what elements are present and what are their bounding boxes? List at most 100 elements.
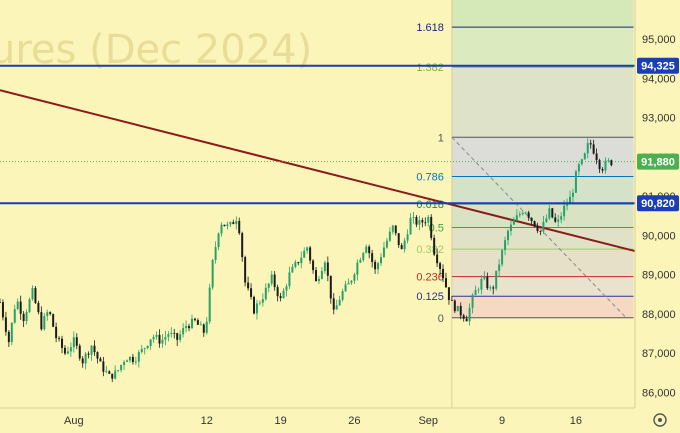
candle-body-71 — [208, 287, 211, 322]
candle-body-187 — [551, 208, 554, 218]
candle-body-139 — [409, 217, 412, 235]
candle-body-175 — [515, 215, 518, 221]
candle-body-124 — [365, 246, 368, 253]
candle-body-115 — [338, 299, 341, 306]
candle-body-107 — [315, 270, 318, 282]
candle-body-158 — [465, 318, 468, 322]
fib-zone-6 — [451, 137, 634, 177]
horizontal-levels[interactable] — [0, 64, 635, 205]
candle-body-36 — [105, 371, 108, 373]
candle-body-69 — [202, 324, 205, 333]
candle-body-108 — [317, 278, 320, 282]
candle-body-0 — [0, 302, 1, 303]
candle-body-95 — [279, 296, 282, 299]
candle-body-21 — [61, 338, 64, 348]
candle-body-157 — [462, 315, 465, 319]
candle-body-165 — [486, 276, 489, 289]
candle-body-103 — [303, 250, 306, 258]
candle-body-65 — [190, 318, 193, 329]
candle-body-1 — [1, 302, 4, 318]
x-tick-label-0: Aug — [64, 415, 84, 427]
candle-body-60 — [176, 333, 179, 340]
candle-body-137 — [403, 240, 406, 250]
trend-lines[interactable] — [0, 89, 636, 319]
candle-body-93 — [273, 274, 276, 288]
candle-body-205 — [604, 160, 607, 171]
candle-body-55 — [161, 339, 164, 344]
candle-body-9 — [25, 311, 28, 322]
candle-body-145 — [427, 216, 430, 223]
candle-body-40 — [117, 370, 120, 371]
candle-body-141 — [415, 216, 418, 225]
candle-body-131 — [385, 240, 388, 248]
y-tick-label-3: 89,000 — [642, 270, 676, 282]
candle-body-89 — [261, 299, 264, 303]
candle-body-43 — [126, 360, 128, 362]
fib-zone-0 — [451, 296, 634, 318]
candle-body-17 — [49, 312, 52, 315]
candle-body-207 — [610, 160, 613, 166]
candle-body-202 — [595, 153, 598, 161]
candle-body-22 — [63, 347, 66, 354]
candle-body-106 — [312, 260, 315, 271]
candle-body-156 — [459, 305, 462, 316]
candle-body-79 — [232, 222, 235, 225]
candle-body-147 — [433, 237, 436, 255]
candle-body-129 — [380, 257, 382, 264]
candle-body-188 — [554, 217, 557, 222]
candle-body-117 — [344, 284, 347, 292]
candle-body-44 — [128, 356, 131, 361]
candle-body-149 — [439, 263, 442, 269]
candle-body-11 — [31, 288, 34, 300]
y-tick-label-4: 90,000 — [642, 230, 676, 242]
trendline[interactable] — [0, 89, 636, 253]
candle-body-72 — [211, 259, 214, 288]
candle-body-120 — [353, 274, 356, 281]
x-tick-label-2: 19 — [274, 415, 286, 427]
candle-body-75 — [220, 224, 223, 234]
fib-level-label-0: 1.618 — [416, 22, 444, 34]
candle-body-88 — [258, 302, 261, 304]
gear-icon[interactable] — [653, 413, 667, 427]
candle-body-100 — [294, 262, 297, 267]
candle-body-148 — [436, 254, 439, 264]
candle-body-162 — [477, 289, 480, 291]
gear-icon-center — [658, 418, 662, 422]
candle-body-167 — [492, 287, 495, 289]
time-axis[interactable]: Aug 12 19 26 Sep 9 16 — [64, 415, 582, 427]
candle-body-160 — [471, 295, 474, 308]
candle-body-118 — [347, 282, 350, 285]
candle-body-49 — [143, 348, 146, 349]
candle-body-47 — [137, 351, 140, 362]
candle-body-190 — [560, 216, 563, 220]
settings-button[interactable] — [653, 413, 667, 427]
candle-body-204 — [601, 169, 604, 171]
x-tick-label-4: Sep — [418, 415, 438, 427]
fib-level-label-6: 0.382 — [416, 244, 444, 256]
candle-body-45 — [131, 356, 134, 363]
candle-body-174 — [512, 220, 515, 225]
y-tick-label-9: 95,000 — [642, 34, 676, 46]
candle-body-130 — [382, 247, 385, 258]
candle-body-50 — [146, 345, 149, 349]
candle-body-58 — [170, 332, 173, 335]
candle-body-61 — [179, 334, 182, 340]
candle-body-87 — [255, 303, 258, 314]
candle-body-150 — [442, 268, 445, 279]
candle-body-14 — [40, 312, 43, 330]
fib-zone-9 — [451, 0, 634, 28]
candle-body-191 — [563, 205, 566, 217]
fib-zone-3 — [451, 227, 634, 250]
candle-body-80 — [235, 220, 238, 225]
candle-body-138 — [406, 234, 409, 241]
candle-body-116 — [341, 291, 344, 300]
candle-body-152 — [447, 287, 450, 301]
candle-body-28 — [81, 358, 84, 364]
candle-body-127 — [374, 261, 377, 270]
fib-level-label-4: 0.618 — [416, 199, 444, 211]
candle-body-164 — [483, 276, 486, 279]
fib-zone-8 — [451, 27, 634, 68]
candle-body-62 — [182, 328, 185, 335]
candle-body-119 — [350, 280, 353, 283]
